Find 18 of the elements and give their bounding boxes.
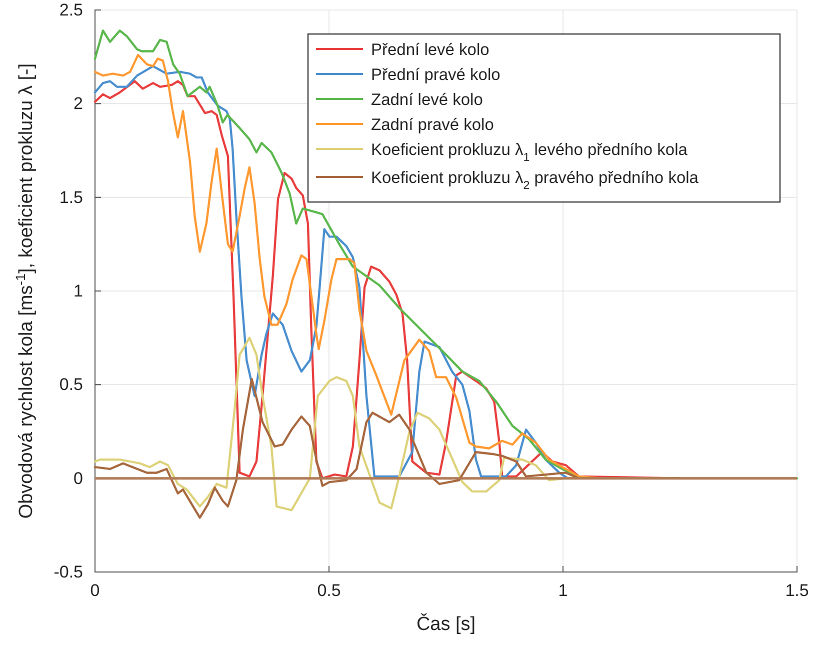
- y-tick-label: 0: [74, 468, 83, 488]
- y-tick-label: 2: [74, 94, 83, 114]
- y-tick-label: 1: [74, 281, 83, 300]
- x-tick-label: 0: [90, 581, 100, 600]
- legend-label: Zadní pravé kolo: [371, 116, 494, 134]
- legend-label: Koeficient prokluzu λ$_{1}$ levého předního kola: [371, 141, 688, 164]
- y-tick-label: 1.5: [59, 188, 83, 207]
- legend-label: Přední levé kolo: [371, 41, 490, 59]
- legend-label: Koeficient prokluzu λ$_{2}$ pravého předního kola: [371, 169, 700, 192]
- y-tick-label: 0.5: [59, 375, 83, 394]
- x-tick-label: 0.5: [317, 581, 341, 600]
- legend-label: Zadní levé kolo: [371, 91, 483, 109]
- x-tick-label: 1: [558, 581, 568, 600]
- legend-label: Přední pravé kolo: [371, 66, 500, 84]
- x-tick-label: 1.5: [785, 581, 809, 600]
- y-tick-label: 2.5: [59, 0, 83, 20]
- y-tick-label: -0.5: [54, 562, 83, 582]
- x-axis-title: Čas [s]: [416, 613, 476, 635]
